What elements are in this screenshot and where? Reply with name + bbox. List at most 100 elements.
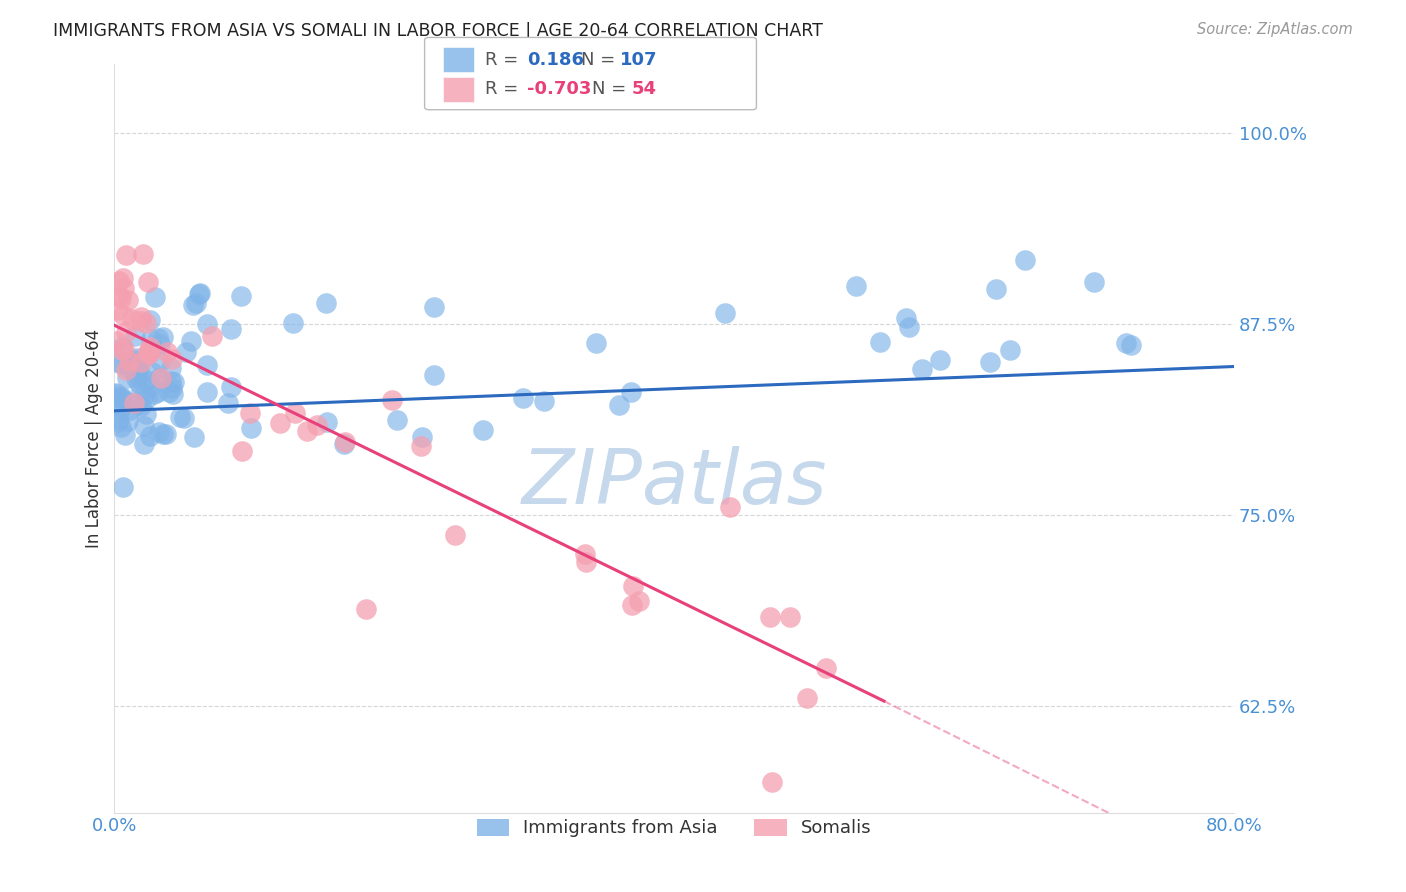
Point (139, 313, 162, 327)
Point (910, 362, 932, 376)
Point (979, 355, 1001, 369)
Point (138, 347, 160, 361)
Point (157, 385, 180, 400)
Point (269, 416, 291, 430)
Point (146, 384, 169, 399)
Point (621, 579, 644, 593)
Text: 0.186: 0.186 (527, 51, 585, 69)
Point (1014, 252, 1036, 267)
Point (845, 278, 868, 293)
Point (181, 298, 204, 312)
Point (409, 439, 432, 453)
Point (129, 314, 152, 328)
Point (108, 401, 131, 416)
Point (585, 335, 607, 350)
Point (869, 335, 891, 350)
Legend: Immigrants from Asia, Somalis: Immigrants from Asia, Somalis (470, 812, 879, 845)
Text: -0.703: -0.703 (527, 80, 592, 98)
Point (105, 302, 128, 317)
Text: ZIPatlas: ZIPatlas (522, 446, 827, 520)
Point (718, 500, 741, 514)
Point (411, 430, 433, 444)
Point (108, 274, 131, 288)
Point (188, 285, 211, 300)
Point (114, 342, 136, 356)
Point (533, 393, 555, 408)
Point (159, 374, 181, 388)
Point (141, 365, 163, 379)
Point (141, 379, 163, 393)
Point (111, 357, 134, 371)
Point (125, 351, 148, 365)
Point (129, 400, 152, 414)
Point (201, 329, 224, 343)
Point (142, 387, 165, 401)
Point (315, 296, 337, 310)
Point (620, 599, 643, 613)
Point (110, 391, 132, 405)
Point (231, 444, 253, 458)
Point (381, 393, 404, 408)
Point (385, 413, 408, 427)
Point (135, 373, 157, 387)
Point (173, 411, 195, 425)
Point (136, 346, 159, 360)
Point (180, 334, 202, 348)
Point (129, 355, 152, 369)
Text: N =: N = (592, 80, 631, 98)
Point (134, 388, 156, 402)
Point (714, 306, 737, 320)
Point (159, 360, 181, 375)
Point (195, 384, 218, 399)
Point (356, 602, 378, 616)
Text: 54: 54 (631, 80, 657, 98)
Point (141, 332, 163, 346)
Point (139, 340, 162, 354)
Point (118, 354, 141, 368)
Point (283, 317, 305, 331)
Point (143, 290, 166, 304)
Point (628, 594, 651, 608)
Point (120, 362, 142, 376)
Point (124, 329, 146, 343)
Point (512, 391, 534, 405)
Point (110, 419, 132, 434)
Point (472, 423, 495, 437)
Y-axis label: In Labor Force | Age 20-64: In Labor Force | Age 20-64 (86, 329, 103, 548)
Point (120, 353, 142, 368)
Point (758, 610, 780, 624)
Point (115, 325, 138, 339)
Point (796, 691, 818, 706)
Point (105, 334, 128, 349)
Point (163, 376, 186, 390)
Point (104, 387, 127, 401)
Point (607, 398, 630, 412)
Point (111, 343, 134, 358)
Point (894, 311, 917, 326)
Point (221, 321, 243, 335)
Point (332, 437, 354, 451)
Point (108, 411, 131, 425)
Point (135, 317, 157, 331)
Point (152, 330, 174, 344)
Point (127, 397, 149, 411)
Point (986, 282, 1008, 296)
Text: R =: R = (485, 51, 524, 69)
Point (186, 296, 208, 310)
Point (104, 355, 127, 369)
Point (110, 390, 132, 404)
Point (105, 390, 128, 404)
Point (114, 428, 136, 442)
Point (107, 400, 129, 414)
Point (444, 528, 467, 542)
Point (112, 480, 135, 494)
Point (149, 337, 172, 351)
Point (1115, 335, 1137, 350)
Text: N =: N = (581, 51, 620, 69)
Point (998, 343, 1021, 358)
Point (217, 396, 239, 410)
Point (132, 437, 155, 451)
Point (127, 357, 149, 371)
Point (118, 402, 141, 417)
Point (136, 344, 159, 359)
